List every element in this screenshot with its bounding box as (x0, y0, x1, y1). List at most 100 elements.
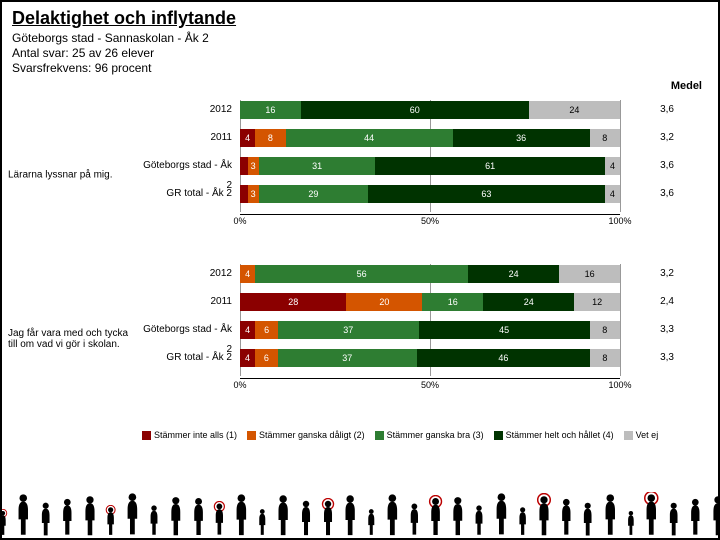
bar-segment: 3 (248, 185, 259, 203)
row-label: Göteborgs stad - Åk 2 (142, 156, 236, 176)
bar-row: 20124562416 3,2 (142, 264, 702, 284)
bar-segment: 3 (248, 157, 259, 175)
person-icon (2, 509, 8, 536)
person-icon (536, 493, 552, 536)
row-label: 2012 (142, 264, 236, 284)
bar-segment: 45 (419, 321, 590, 339)
person-icon (148, 503, 160, 536)
person-icon (342, 492, 358, 536)
bar-segment: 12 (574, 293, 620, 311)
medel-value: 3,6 (660, 184, 674, 204)
bar-segment: 24 (529, 101, 620, 119)
bar-segment: 4 (605, 185, 620, 203)
bar-segment: 4 (605, 157, 620, 175)
person-icon (602, 492, 619, 536)
bar-segment: 20 (346, 293, 422, 311)
person-icon (191, 495, 206, 536)
bar-segment (240, 185, 248, 203)
chart-area: Medel Lärarna lyssnar på mig.20121660243… (2, 92, 720, 452)
axis-tick-label: 50% (421, 380, 439, 390)
bar-segment: 36 (453, 129, 590, 147)
header: Delaktighet och inflytande Göteborgs sta… (2, 2, 718, 76)
medel-value: 3,3 (660, 348, 674, 368)
bar-segment: 4 (240, 129, 255, 147)
stacked-bar: 2820162412 (240, 293, 620, 311)
stacked-bar: 331614 (240, 157, 620, 175)
axis-tick-label: 0% (233, 380, 246, 390)
bar-segment: 8 (590, 349, 620, 367)
legend-swatch (494, 431, 503, 440)
person-icon (213, 501, 226, 536)
stacked-bar: 4844368 (240, 129, 620, 147)
legend-swatch (142, 431, 151, 440)
stacked-bar: 4637468 (240, 349, 620, 367)
person-icon (473, 503, 485, 536)
medel-value: 3,6 (660, 156, 674, 176)
question-label: Lärarna lyssnar på mig. (8, 170, 136, 181)
legend-label: Stämmer ganska dåligt (2) (259, 430, 365, 440)
person-icon (366, 507, 377, 536)
person-icon (428, 495, 443, 536)
legend-label: Vet ej (636, 430, 659, 440)
stacked-bar: 166024 (240, 101, 620, 119)
axis-tick-label: 50% (421, 216, 439, 226)
person-icon (450, 494, 466, 536)
person-icon (626, 509, 636, 536)
person-icon (581, 500, 594, 536)
medel-heading: Medel (671, 80, 702, 92)
axis-tick-label: 100% (608, 216, 631, 226)
legend: Stämmer inte alls (1) Stämmer ganska dåli… (142, 430, 702, 440)
person-icon (15, 492, 32, 536)
legend-label: Stämmer inte alls (1) (154, 430, 237, 440)
bar-segment (240, 157, 248, 175)
bar-segment: 16 (422, 293, 483, 311)
person-icon (408, 501, 421, 536)
bar-segment: 37 (278, 349, 417, 367)
person-icon (321, 498, 335, 536)
bar-segment: 56 (255, 265, 468, 283)
bar-segment: 8 (590, 321, 620, 339)
bar-row: Göteborgs stad - Åk 2331614 3,6 (142, 156, 702, 176)
person-icon (233, 492, 250, 536)
bar-segment: 24 (483, 293, 574, 311)
bar-row: 201128201624122,4 (142, 292, 702, 312)
medel-value: 3,2 (660, 264, 674, 284)
question-group: Jag får vara med och tycka till om vad v… (2, 264, 720, 414)
bar-segment: 31 (259, 157, 376, 175)
bar-segment: 4 (240, 265, 255, 283)
bar-segment: 24 (468, 265, 559, 283)
legend-swatch (247, 431, 256, 440)
row-label: GR total - Åk 2 (142, 348, 236, 368)
row-label: Göteborgs stad - Åk 2 (142, 320, 236, 340)
person-icon (168, 494, 184, 536)
page: Delaktighet och inflytande Göteborgs sta… (0, 0, 720, 540)
person-icon (517, 505, 528, 536)
bar-segment: 6 (255, 349, 278, 367)
bar-segment: 28 (240, 293, 346, 311)
bar-segment: 60 (301, 101, 529, 119)
person-icon (60, 496, 75, 536)
row-label: GR total - Åk 2 (142, 184, 236, 204)
people-silhouettes (2, 494, 720, 536)
stacked-bar: 329634 (240, 185, 620, 203)
legend-label: Stämmer ganska bra (3) (387, 430, 484, 440)
legend-item: Stämmer inte alls (1) (142, 430, 237, 440)
legend-swatch (624, 431, 633, 440)
person-icon (299, 498, 313, 536)
bar-segment: 63 (368, 185, 605, 203)
legend-item: Stämmer ganska dåligt (2) (247, 430, 365, 440)
bar-segment: 29 (259, 185, 368, 203)
legend-item: Stämmer helt och hållet (4) (494, 430, 614, 440)
person-icon (257, 507, 268, 536)
row-label: 2012 (142, 100, 236, 120)
person-icon (688, 496, 703, 536)
bar-segment: 16 (559, 265, 620, 283)
bar-segment: 37 (278, 321, 419, 339)
axis-tick-label: 100% (608, 380, 631, 390)
person-icon (124, 492, 141, 536)
bar-segment: 8 (590, 129, 620, 147)
person-icon (559, 496, 574, 536)
legend-label: Stämmer helt och hållet (4) (506, 430, 614, 440)
x-axis (240, 378, 620, 379)
person-icon (493, 492, 510, 536)
